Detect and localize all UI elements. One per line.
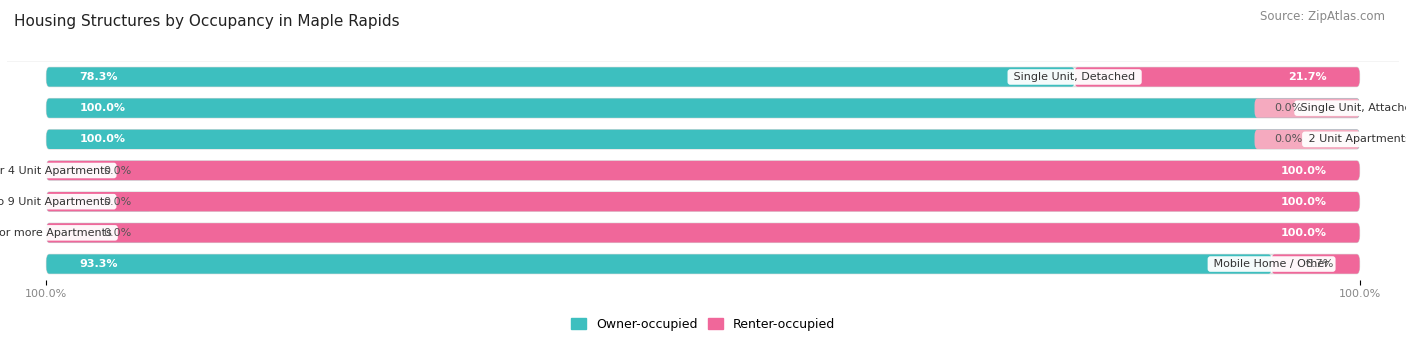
Text: 78.3%: 78.3% bbox=[79, 72, 118, 82]
FancyBboxPatch shape bbox=[46, 99, 1360, 118]
FancyBboxPatch shape bbox=[1254, 130, 1360, 149]
Text: 0.0%: 0.0% bbox=[104, 197, 132, 207]
FancyBboxPatch shape bbox=[46, 254, 1271, 274]
FancyBboxPatch shape bbox=[46, 130, 1360, 149]
Text: 93.3%: 93.3% bbox=[79, 259, 118, 269]
FancyBboxPatch shape bbox=[46, 67, 1074, 87]
Text: Housing Structures by Occupancy in Maple Rapids: Housing Structures by Occupancy in Maple… bbox=[14, 14, 399, 29]
FancyBboxPatch shape bbox=[46, 130, 1360, 149]
Text: Mobile Home / Other: Mobile Home / Other bbox=[1211, 259, 1333, 269]
Text: 0.0%: 0.0% bbox=[104, 165, 132, 176]
Text: 100.0%: 100.0% bbox=[79, 103, 125, 113]
Text: 10 or more Apartments: 10 or more Apartments bbox=[0, 228, 115, 238]
FancyBboxPatch shape bbox=[46, 223, 152, 242]
Text: 6.7%: 6.7% bbox=[1305, 259, 1333, 269]
Text: 3 or 4 Unit Apartments: 3 or 4 Unit Apartments bbox=[0, 165, 114, 176]
FancyBboxPatch shape bbox=[46, 192, 152, 211]
Text: 0.0%: 0.0% bbox=[1274, 103, 1302, 113]
Text: 100.0%: 100.0% bbox=[1281, 197, 1327, 207]
FancyBboxPatch shape bbox=[1074, 67, 1360, 87]
Text: 0.0%: 0.0% bbox=[104, 228, 132, 238]
FancyBboxPatch shape bbox=[46, 223, 1360, 242]
FancyBboxPatch shape bbox=[46, 192, 1360, 211]
Text: 100.0%: 100.0% bbox=[1281, 228, 1327, 238]
FancyBboxPatch shape bbox=[46, 67, 1360, 87]
Text: 100.0%: 100.0% bbox=[1281, 165, 1327, 176]
Text: 21.7%: 21.7% bbox=[1288, 72, 1327, 82]
FancyBboxPatch shape bbox=[46, 254, 1360, 274]
FancyBboxPatch shape bbox=[1254, 99, 1360, 118]
Text: Source: ZipAtlas.com: Source: ZipAtlas.com bbox=[1260, 10, 1385, 23]
FancyBboxPatch shape bbox=[46, 192, 1360, 211]
Text: 5 to 9 Unit Apartments: 5 to 9 Unit Apartments bbox=[0, 197, 114, 207]
Text: 100.0%: 100.0% bbox=[79, 134, 125, 144]
Text: 2 Unit Apartments: 2 Unit Apartments bbox=[1305, 134, 1406, 144]
FancyBboxPatch shape bbox=[46, 161, 1360, 180]
Legend: Owner-occupied, Renter-occupied: Owner-occupied, Renter-occupied bbox=[568, 314, 838, 335]
FancyBboxPatch shape bbox=[46, 99, 1360, 118]
Text: Single Unit, Detached: Single Unit, Detached bbox=[1011, 72, 1139, 82]
FancyBboxPatch shape bbox=[46, 223, 1360, 242]
Text: 0.0%: 0.0% bbox=[1274, 134, 1302, 144]
Text: Single Unit, Attached: Single Unit, Attached bbox=[1298, 103, 1406, 113]
FancyBboxPatch shape bbox=[46, 161, 152, 180]
FancyBboxPatch shape bbox=[1271, 254, 1360, 274]
FancyBboxPatch shape bbox=[46, 161, 1360, 180]
